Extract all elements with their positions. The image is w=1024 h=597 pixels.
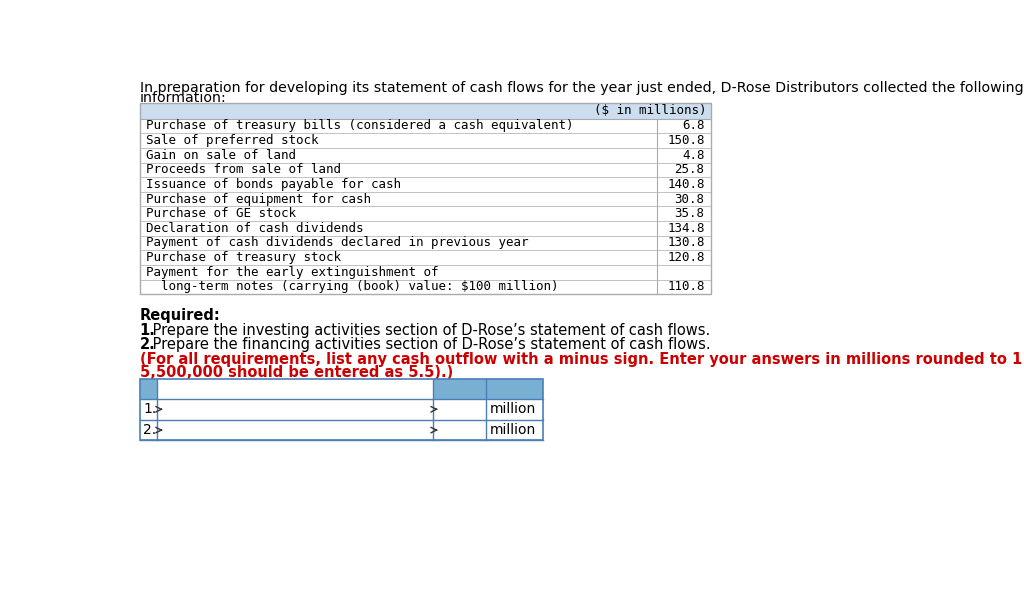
Text: 2.: 2. [139, 337, 156, 352]
Text: 4.8: 4.8 [682, 149, 705, 162]
Text: Prepare the investing activities section of D-Rose’s statement of cash flows.: Prepare the investing activities section… [148, 322, 711, 338]
Text: 25.8: 25.8 [675, 164, 705, 176]
Text: Issuance of bonds payable for cash: Issuance of bonds payable for cash [145, 178, 400, 191]
Text: 140.8: 140.8 [667, 178, 705, 191]
Bar [158, 379, 432, 399]
Text: million: million [489, 402, 537, 416]
Text: ($ in millions): ($ in millions) [594, 104, 707, 118]
Text: 150.8: 150.8 [667, 134, 705, 147]
Text: 6.8: 6.8 [682, 119, 705, 133]
Text: Required:: Required: [139, 308, 220, 323]
Text: 130.8: 130.8 [667, 236, 705, 250]
Text: 30.8: 30.8 [675, 193, 705, 205]
Text: Purchase of treasury stock: Purchase of treasury stock [145, 251, 341, 264]
Text: 5,500,000 should be entered as 5.5).): 5,500,000 should be entered as 5.5).) [139, 365, 453, 380]
Bar [139, 103, 711, 119]
Text: Payment for the early extinguishment of: Payment for the early extinguishment of [145, 266, 438, 279]
Text: long-term notes (carrying (book) value: $100 million): long-term notes (carrying (book) value: … [145, 281, 558, 293]
Text: 120.8: 120.8 [667, 251, 705, 264]
Text: Purchase of GE stock: Purchase of GE stock [145, 207, 296, 220]
Text: 1.: 1. [143, 402, 157, 416]
Text: Declaration of cash dividends: Declaration of cash dividends [145, 222, 364, 235]
Text: Proceeds from sale of land: Proceeds from sale of land [145, 164, 341, 176]
Text: 134.8: 134.8 [667, 222, 705, 235]
Text: (For all requirements, list any cash outflow with a minus sign. Enter your answe: (For all requirements, list any cash out… [139, 352, 1024, 367]
Text: 35.8: 35.8 [675, 207, 705, 220]
Text: Purchase of equipment for cash: Purchase of equipment for cash [145, 193, 371, 205]
Bar [139, 103, 711, 294]
Text: Payment of cash dividends declared in previous year: Payment of cash dividends declared in pr… [145, 236, 528, 250]
Bar [139, 379, 543, 399]
Bar [158, 399, 432, 420]
Text: Sale of preferred stock: Sale of preferred stock [145, 134, 318, 147]
Bar [158, 420, 432, 441]
Bar [139, 379, 543, 441]
Text: information:: information: [139, 91, 226, 105]
Text: 110.8: 110.8 [667, 281, 705, 293]
Text: Gain on sale of land: Gain on sale of land [145, 149, 296, 162]
Text: 1.: 1. [139, 322, 156, 338]
Text: 2.: 2. [143, 423, 157, 437]
Text: Purchase of treasury bills (considered a cash equivalent): Purchase of treasury bills (considered a… [145, 119, 573, 133]
Text: In preparation for developing its statement of cash flows for the year just ende: In preparation for developing its statem… [139, 81, 1023, 95]
Text: million: million [489, 423, 537, 437]
Text: Prepare the financing activities section of D-Rose’s statement of cash flows.: Prepare the financing activities section… [148, 337, 711, 352]
